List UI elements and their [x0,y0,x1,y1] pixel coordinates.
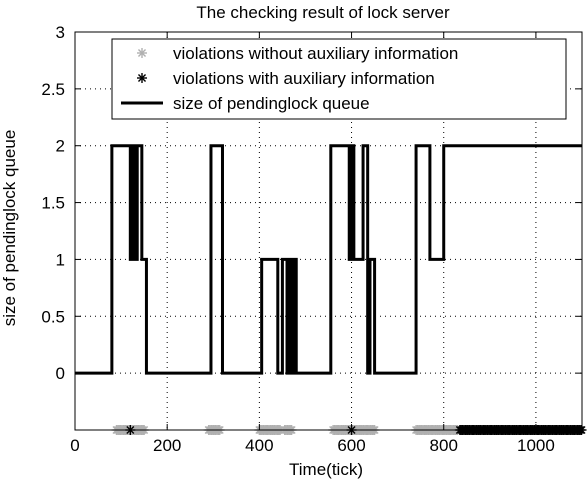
x-axis-label: Time(tick) [289,460,363,479]
y-tick-label: 2 [56,137,65,156]
y-tick-label: 2.5 [41,80,65,99]
x-tick-label: 1000 [517,436,555,455]
x-tick-label: 400 [245,436,273,455]
y-tick-label: 0 [56,364,65,383]
legend-label: size of pendinglock queue [173,94,370,113]
legend-item: violations without auxiliary information [137,44,458,63]
legend-label: violations without auxiliary information [173,44,458,63]
y-tick-label: 0.5 [41,307,65,326]
x-axis-ticks: 0 200 400 600 800 1000 [70,32,555,455]
legend-item: violations with auxiliary information [137,69,435,88]
queue-size-line [75,144,582,375]
legend-asterisk-swatch [137,48,147,58]
legend-item: size of pendinglock queue [121,94,370,113]
x-tick-label: 200 [153,436,181,455]
y-tick-label: 1 [56,250,65,269]
y-axis-ticks: 0 0.5 1 1.5 2 2.5 3 [41,23,582,383]
legend-box [111,38,567,120]
x-tick-label: 800 [430,436,458,455]
y-axis-label: size of pendinglock queue [0,130,19,327]
x-tick-label: 600 [337,436,365,455]
chart-title: The checking result of lock server [196,3,450,22]
legend-asterisk-swatch [137,73,147,83]
legend-label: violations with auxiliary information [173,69,435,88]
plot-frame [74,31,583,431]
legend: violations without auxiliary information… [111,38,567,120]
y-tick-label: 1.5 [41,194,65,213]
x-tick-label: 0 [70,436,79,455]
y-tick-label: 3 [56,23,65,42]
